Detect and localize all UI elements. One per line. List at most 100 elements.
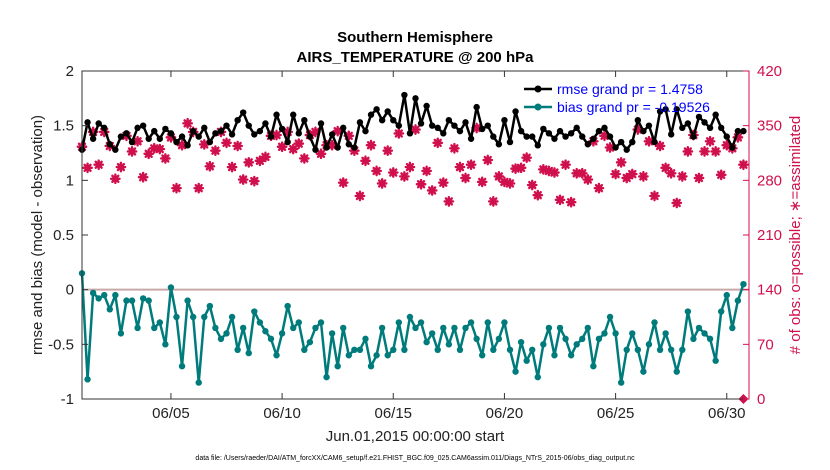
data-point xyxy=(667,131,675,138)
data-point xyxy=(606,313,614,321)
obs-point xyxy=(643,135,655,147)
data-point xyxy=(112,146,119,153)
data-point xyxy=(718,308,725,315)
y-right-tick-label: 280 xyxy=(757,172,782,189)
obs-point xyxy=(360,155,371,167)
obs-point xyxy=(298,153,310,164)
obs-point xyxy=(315,148,327,160)
obs-point xyxy=(182,117,194,129)
obs-point xyxy=(565,196,577,208)
obs-point xyxy=(437,177,449,189)
data-point xyxy=(151,127,158,135)
data-point xyxy=(378,117,386,124)
data-point xyxy=(106,306,113,313)
obs-point xyxy=(443,196,455,207)
data-point xyxy=(323,373,330,381)
data-point xyxy=(189,313,197,321)
data-point xyxy=(206,302,214,310)
data-point xyxy=(629,330,636,337)
data-point xyxy=(656,108,664,115)
data-point xyxy=(278,125,286,133)
obs-point xyxy=(510,163,521,175)
obs-point xyxy=(515,162,527,174)
data-point xyxy=(695,324,703,332)
data-point xyxy=(117,133,125,140)
obs-point xyxy=(471,122,483,134)
obs-point xyxy=(148,142,160,154)
data-point xyxy=(334,144,341,151)
data-point xyxy=(401,346,408,353)
data-point xyxy=(340,324,347,332)
obs-point xyxy=(499,176,510,188)
data-point xyxy=(306,133,314,140)
data-point xyxy=(134,324,141,332)
data-point xyxy=(684,308,692,315)
footnote: data file: /Users/raeder/DAI/ATM_forcXX/… xyxy=(195,455,635,462)
data-point xyxy=(484,319,491,326)
data-point xyxy=(595,127,603,135)
data-point xyxy=(167,284,175,291)
data-point xyxy=(617,379,625,386)
data-point xyxy=(251,308,258,315)
data-point xyxy=(384,108,391,115)
data-point xyxy=(395,319,403,326)
obs-point xyxy=(660,162,672,174)
data-point xyxy=(167,130,175,137)
obs-point xyxy=(354,190,366,202)
data-point xyxy=(195,379,202,386)
data-point xyxy=(645,122,653,129)
data-point xyxy=(262,328,269,335)
data-point xyxy=(201,124,208,132)
obs-point xyxy=(487,196,499,207)
data-point xyxy=(595,335,603,343)
y-tick-label: -1 xyxy=(61,391,74,408)
y-tick-label: 0 xyxy=(66,282,74,299)
data-point xyxy=(212,130,219,137)
data-point xyxy=(89,135,97,142)
data-point xyxy=(690,133,697,140)
data-point xyxy=(278,330,286,337)
data-point xyxy=(239,109,247,116)
obs-point xyxy=(738,159,749,171)
obs-point xyxy=(115,161,127,173)
x-axis-label: Jun.01,2015 00:00:00 start xyxy=(326,428,505,445)
obs-point xyxy=(287,143,299,155)
obs-point xyxy=(637,171,649,182)
data-point xyxy=(217,127,225,135)
data-point xyxy=(734,297,742,304)
data-point xyxy=(390,117,397,124)
obs-point xyxy=(387,167,399,178)
obs-point xyxy=(543,165,555,177)
obs-point xyxy=(276,141,288,153)
data-point xyxy=(495,141,503,148)
data-point xyxy=(479,352,486,359)
data-point xyxy=(529,346,536,353)
data-point xyxy=(340,124,347,132)
x-tick-label: 06/15 xyxy=(374,405,412,422)
data-point xyxy=(290,324,297,332)
data-point xyxy=(701,119,708,126)
obs-point xyxy=(82,162,93,174)
obs-point xyxy=(143,148,155,160)
data-point xyxy=(656,346,664,353)
obs-point xyxy=(654,140,666,152)
x-tick-label: 06/20 xyxy=(486,405,524,422)
obs-point xyxy=(282,126,294,138)
data-point xyxy=(712,357,719,364)
obs-point xyxy=(421,165,433,177)
data-point xyxy=(573,341,580,348)
obs-point xyxy=(137,171,149,183)
data-point xyxy=(95,295,102,302)
data-point xyxy=(729,144,736,151)
obs-point xyxy=(159,153,171,164)
data-point xyxy=(740,127,747,135)
data-point xyxy=(601,330,608,337)
data-point xyxy=(473,335,480,343)
data-point xyxy=(562,133,569,140)
obs-point xyxy=(415,178,427,190)
data-point xyxy=(501,319,508,326)
obs-point xyxy=(676,171,688,182)
data-point xyxy=(440,130,447,137)
data-point xyxy=(490,133,497,140)
data-point xyxy=(351,346,358,353)
